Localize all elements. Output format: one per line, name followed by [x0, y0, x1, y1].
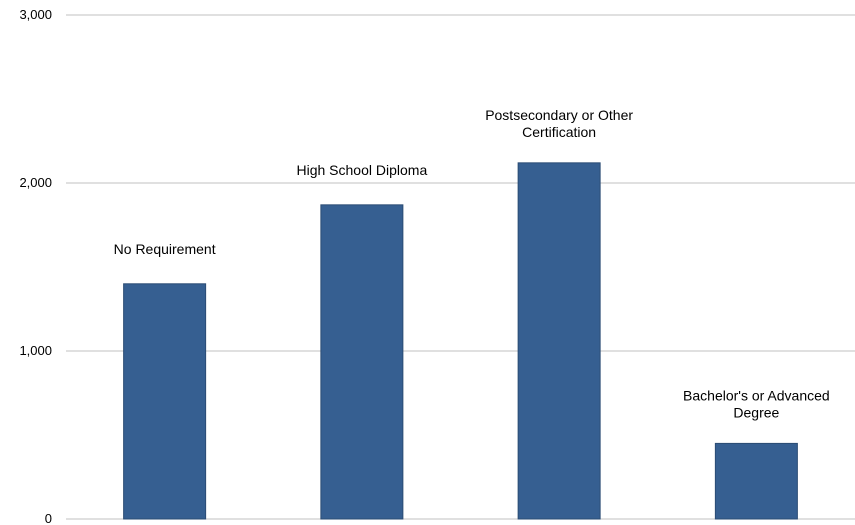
bar-category-label-line: Degree — [733, 404, 779, 420]
y-tick-label: 2,000 — [19, 175, 52, 190]
bar — [714, 442, 798, 520]
bar-category-labels: No Requirement High School Diploma Postsec… — [114, 107, 830, 421]
bar-category-label: High School Diploma — [297, 162, 428, 178]
bar-category-label-line: Postsecondary or Other — [485, 107, 633, 123]
bar-category-label-line: Bachelor's or Advanced — [683, 387, 830, 403]
bar — [517, 162, 601, 520]
bar-category-label: Postsecondary or Other Certification — [485, 107, 633, 140]
y-tick-label: 0 — [45, 511, 52, 525]
bar-category-label: No Requirement — [114, 241, 216, 257]
bars — [123, 162, 798, 520]
bar — [320, 204, 404, 520]
y-tick-label: 1,000 — [19, 343, 52, 358]
bar-category-label-line: High School Diploma — [297, 162, 428, 178]
bar-category-label-line: No Requirement — [114, 241, 216, 257]
bar — [123, 283, 207, 520]
bar-category-label: Bachelor's or Advanced Degree — [683, 387, 830, 420]
y-axis-tick-labels: 0 1,000 2,000 3,000 — [19, 7, 52, 525]
bar-category-label-line: Certification — [522, 124, 596, 140]
y-tick-label: 3,000 — [19, 7, 52, 22]
